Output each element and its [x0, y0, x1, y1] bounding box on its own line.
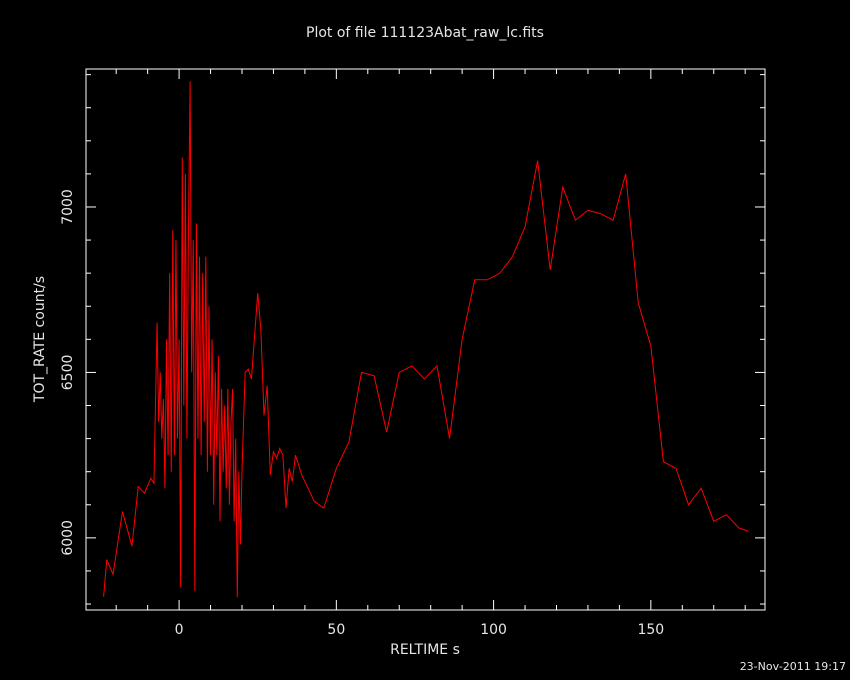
light-curve [103, 81, 749, 598]
y-tick-label: 7000 [60, 189, 76, 225]
x-tick-label: 0 [175, 622, 184, 638]
x-tick-label: 150 [637, 622, 664, 638]
chart-title: Plot of file 111123Abat_raw_lc.fits [306, 25, 544, 41]
y-axis-label: TOT_RATE count/s [32, 276, 48, 403]
x-axis-label: RELTIME s [390, 642, 460, 658]
timestamp: 23-Nov-2011 19:17 [740, 660, 846, 673]
y-tick-label: 6500 [60, 355, 76, 391]
x-tick-label: 100 [480, 622, 507, 638]
y-tick-label: 6000 [60, 520, 76, 556]
x-tick-label: 50 [327, 622, 345, 638]
